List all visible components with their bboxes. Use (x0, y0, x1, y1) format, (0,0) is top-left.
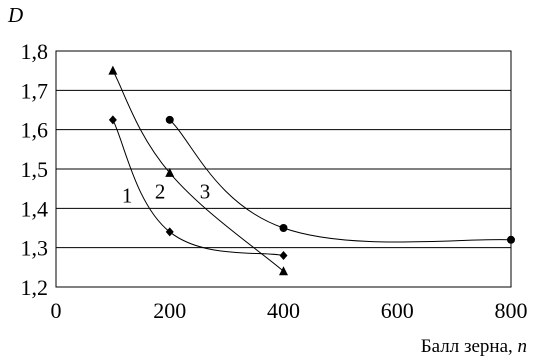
series-3-point (507, 235, 515, 244)
x-tick-label: 200 (153, 298, 186, 323)
x-tick-label: 600 (381, 298, 414, 323)
series-curves (112, 70, 512, 272)
series-label: 2 (155, 180, 166, 204)
series-3-point (279, 224, 288, 232)
series-1-point (279, 251, 288, 261)
series-2-point (108, 65, 118, 75)
series-2-point (165, 167, 175, 177)
series-1-point (108, 115, 117, 125)
series-markers (108, 65, 515, 276)
x-tick-label: 800 (495, 298, 528, 323)
y-tick-label: 1,7 (21, 78, 49, 103)
series-3-point (165, 115, 174, 124)
y-tick-label: 1,4 (21, 196, 49, 221)
series-3-line (169, 119, 512, 243)
y-tick-label: 1,5 (21, 157, 49, 182)
x-axis-label: Балл зерна, n (421, 336, 527, 357)
series-2-point (279, 266, 288, 276)
y-tick-label: 1,6 (21, 118, 49, 143)
series-1-line (112, 119, 284, 257)
x-axis-label-variable: n (518, 336, 528, 357)
y-tick-label: 1,2 (21, 275, 49, 300)
x-tick-label: 0 (51, 298, 62, 323)
series-label: 1 (122, 184, 133, 208)
x-axis-label-text: Балл зерна, (421, 336, 518, 357)
y-tick-label: 1,3 (21, 236, 49, 261)
x-tick-label: 400 (267, 298, 300, 323)
tick-labels: 1,2 1,3 1,4 1,5 1,6 1,7 1,8 0 200 400 600 800 (21, 39, 528, 323)
series-1-point (165, 227, 174, 237)
grid-lines (56, 89, 511, 249)
series-2-line (112, 70, 284, 272)
y-axis-label: D (7, 3, 23, 27)
plot-area-frame (55, 50, 512, 288)
series-label: 3 (200, 180, 211, 204)
y-tick-label: 1,8 (21, 39, 49, 64)
